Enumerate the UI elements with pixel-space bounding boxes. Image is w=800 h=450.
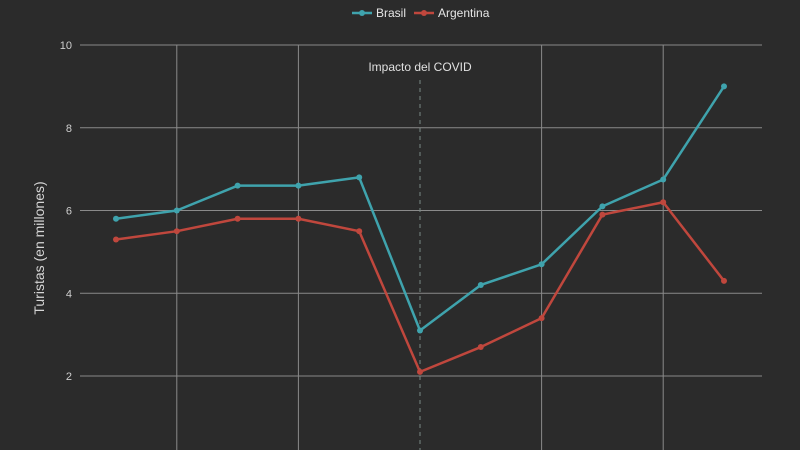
data-point-argentina xyxy=(538,315,545,322)
y-tick-label: 2 xyxy=(66,371,72,383)
data-point-brasil xyxy=(356,174,363,181)
data-point-argentina xyxy=(477,344,484,351)
data-point-argentina xyxy=(721,277,727,284)
data-point-brasil xyxy=(538,261,545,268)
data-point-brasil xyxy=(113,215,119,222)
y-tick-label: 4 xyxy=(66,288,72,300)
y-tick-label: 10 xyxy=(60,40,72,52)
data-point-argentina xyxy=(295,215,302,222)
y-ticks: 2 4 6 8 10 xyxy=(60,40,72,383)
y-tick-label: 8 xyxy=(66,123,72,135)
data-point-brasil xyxy=(173,207,180,214)
data-point-brasil xyxy=(599,203,606,210)
y-tick-label: 6 xyxy=(66,206,72,218)
data-point-argentina xyxy=(599,211,606,218)
data-point-argentina xyxy=(173,228,180,235)
data-point-brasil xyxy=(660,176,667,183)
legend-marker-brasil xyxy=(359,10,365,16)
data-point-brasil xyxy=(417,327,423,334)
data-point-brasil xyxy=(477,281,484,288)
data-point-argentina xyxy=(356,228,363,235)
data-point-brasil xyxy=(721,83,727,90)
data-point-argentina xyxy=(113,236,119,243)
legend-label-brasil: Brasil xyxy=(376,6,406,20)
y-axis-label: Turistas (en millones) xyxy=(31,181,47,314)
legend-marker-argentina xyxy=(421,10,427,16)
grid xyxy=(80,44,762,450)
data-point-brasil xyxy=(234,182,241,189)
series-group xyxy=(113,83,727,375)
data-point-brasil xyxy=(295,182,302,189)
legend: Brasil Argentina xyxy=(352,6,490,20)
legend-label-argentina: Argentina xyxy=(438,6,490,20)
covid-annotation: Impacto del COVID xyxy=(368,60,472,74)
data-point-argentina xyxy=(234,215,241,222)
data-point-argentina xyxy=(417,368,423,375)
data-point-argentina xyxy=(660,199,667,206)
